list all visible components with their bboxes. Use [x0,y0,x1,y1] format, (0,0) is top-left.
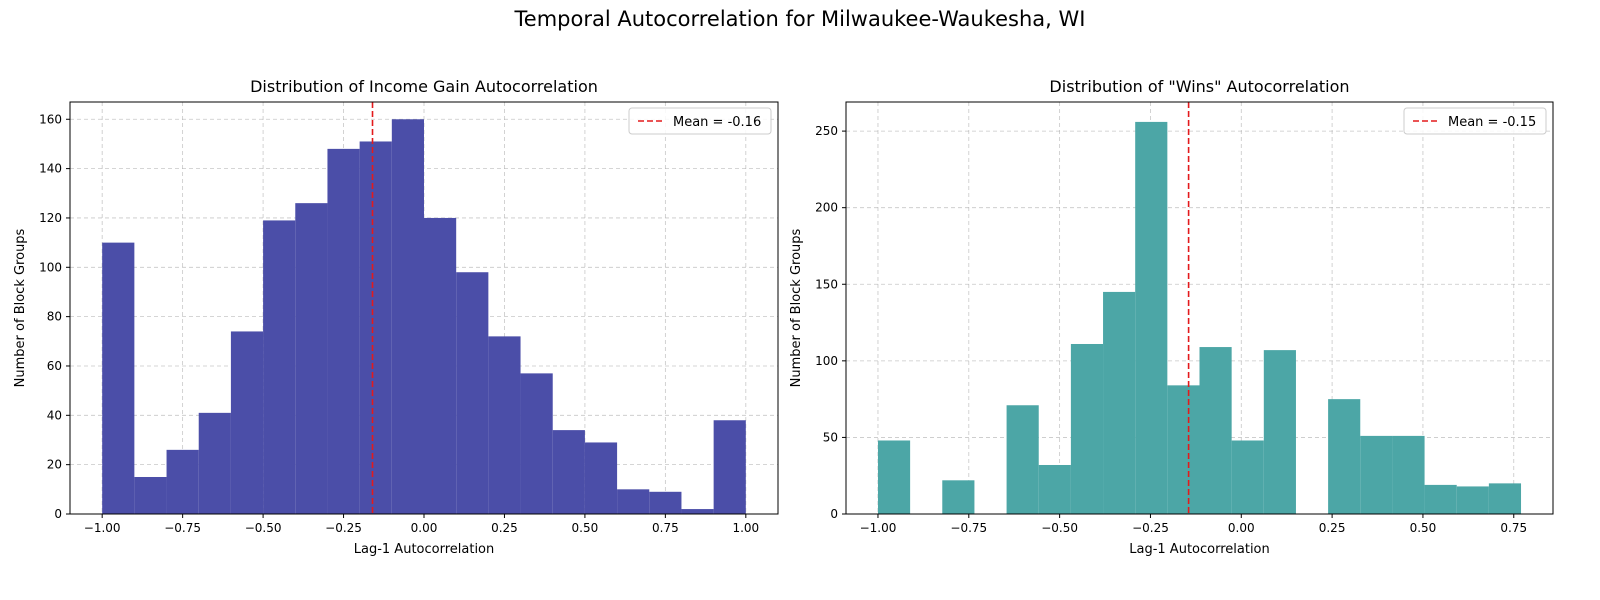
x-tick-label: 0.25 [491,521,518,535]
panel-title: Distribution of Income Gain Autocorrelat… [250,77,598,96]
histogram-bar [166,449,199,514]
histogram-bar [1360,435,1393,514]
y-tick-label: 0 [54,507,62,521]
y-tick-label: 0 [830,507,838,521]
legend: Mean = -0.15 [1403,107,1547,135]
histogram-bar [1103,291,1136,514]
histogram-bar [942,480,975,514]
histogram-bar [1167,385,1200,514]
y-tick-label: 140 [39,162,62,176]
chart-panel-1: −1.00 −0.75 −0.50 −0.25 0.00 0.25 0.50 0.75 1.00… [13,77,779,557]
y-tick-label: 100 [39,260,62,274]
y-tick-label: 80 [47,310,62,324]
y-tick-label: 20 [47,458,62,472]
histogram-bar [327,148,360,514]
x-tick-label: 0.50 [572,521,599,535]
histogram-bar [584,442,618,514]
histogram-bar [1070,343,1104,514]
figure-title: Temporal Autocorrelation for Milwaukee-W… [514,7,1086,31]
histogram-bar [649,491,682,514]
x-tick-label: −1.00 [84,521,121,535]
x-axis-label: Lag-1 Autocorrelation [1129,542,1270,557]
y-axis-label: Number of Block Groups [789,228,804,387]
x-tick-label: 0.75 [652,521,679,535]
histogram-bar [359,141,392,514]
legend-box [628,107,772,135]
plot-frame [845,101,1554,515]
histogram-bar [1231,440,1264,514]
histogram-bar [230,331,264,514]
histogram-bar [1456,486,1489,514]
y-tick-label: 150 [815,277,838,291]
panel-title: Distribution of "Wins" Autocorrelation [1049,77,1349,96]
y-tick-label: 250 [815,124,838,138]
histogram-bar [1199,347,1232,514]
histogram-bar [1328,399,1361,514]
legend-label: Mean = -0.16 [673,115,761,130]
histogram-bar [198,412,231,514]
x-tick-label: 0.75 [1500,521,1527,535]
x-tick-label: −0.25 [1132,521,1169,535]
x-tick-label: 0.00 [1228,521,1255,535]
histogram-bar [102,242,135,515]
y-tick-label: 200 [815,201,838,215]
histogram-bar [263,220,296,514]
histogram-bar [1006,405,1039,514]
x-tick-label: −0.25 [325,521,362,535]
histogram-bar [713,420,746,514]
histogram-bar [456,272,489,514]
histogram-bar [295,203,328,514]
y-tick-label: 120 [39,211,62,225]
y-tick-label: 40 [47,408,62,422]
histogram-bar [681,509,714,514]
legend-label: Mean = -0.15 [1448,115,1536,130]
chart-panel-2: −1.00 −0.75 −0.50 −0.25 0.00 0.25 0.50 0.75 0 50 1… [789,77,1554,557]
y-tick-label: 50 [823,430,838,444]
histogram-bar [1488,483,1522,514]
x-tick-label: 0.25 [1319,521,1346,535]
histogram-bar [617,489,650,514]
x-tick-label: 0.50 [1410,521,1437,535]
histogram-bar [424,217,457,515]
histogram-bar [1392,435,1425,514]
x-tick-label: 1.00 [732,521,759,535]
y-tick-label: 100 [815,354,838,368]
histogram-bar [877,440,911,514]
y-tick-label: 160 [39,112,62,126]
histogram-bar [134,476,167,514]
histogram-bar [1263,350,1296,514]
x-tick-label: 0.00 [411,521,438,535]
x-tick-label: −0.50 [1041,521,1078,535]
x-tick-label: −0.75 [950,521,987,535]
histogram-bar [552,430,585,514]
x-tick-label: −0.50 [245,521,282,535]
x-tick-label: −1.00 [860,521,897,535]
histogram-bar [391,119,424,514]
x-axis-label: Lag-1 Autocorrelation [354,542,495,557]
histogram-bar [488,336,521,514]
x-tick-label: −0.75 [164,521,201,535]
y-axis-label: Number of Block Groups [13,228,28,387]
histogram-bar [1038,464,1071,514]
legend-box [1403,107,1547,135]
histogram-bar [1135,121,1168,515]
legend: Mean = -0.16 [628,107,772,135]
histogram-bar [1424,484,1457,514]
histogram-bar [520,373,553,514]
y-tick-label: 60 [47,359,62,373]
